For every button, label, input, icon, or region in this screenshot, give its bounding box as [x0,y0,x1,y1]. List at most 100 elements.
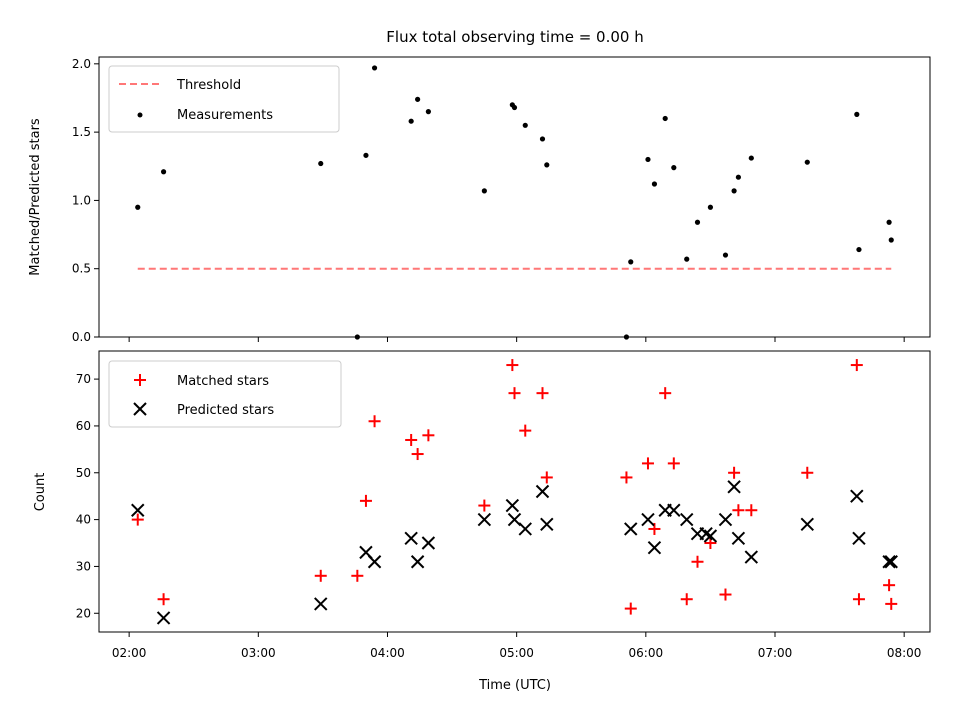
measurement-point [707,204,714,210]
matched-star-point [519,424,532,437]
measurement-point [511,104,518,111]
top-y-axis-label: Matched/Predicted stars [28,118,43,276]
matched-star-point [641,457,654,470]
predicted-star-point [800,517,814,531]
matched-star-point [719,588,732,601]
predicted-star-point [852,531,866,546]
matched-star-point [359,494,372,507]
bottom-legend: Matched stars Predicted stars [108,360,342,428]
matched-star-point [131,513,144,526]
predicted-star-point [647,540,662,555]
legend-measurements-label: Measurements [177,108,273,123]
legend-predicted-label: Predicted stars [177,403,274,418]
matched-star-point [368,415,381,428]
matched-star-point [620,471,633,484]
bottom-legend-box [108,360,342,428]
measurement-point [748,155,754,161]
predicted-star-point [540,517,554,531]
measurement-point [135,204,141,210]
x-tick-label: 02:00 [112,646,147,660]
measurement-point [408,118,414,124]
bottom-y-tick-label: 70 [76,372,91,386]
predicted-star-point [505,498,520,513]
measurement-point [645,156,651,163]
measurement-point [481,188,487,194]
predicted-star-point [367,555,382,569]
predicted-star-point [727,480,741,494]
measurement-point [731,188,737,194]
bottom-y-axis-label: Count [33,473,48,512]
matched-star-point [852,593,865,606]
matched-star-point [422,429,435,442]
x-tick-label: 04:00 [370,646,405,660]
predicted-star-point [314,597,328,611]
measurement-point [160,169,167,175]
measurement-point [888,237,894,243]
predicted-star-point [518,522,532,536]
predicted-star-point [882,555,896,569]
measurement-point [722,252,729,258]
matched-star-point [850,359,863,372]
measurement-point [694,219,701,225]
predicted-star-point [731,531,746,546]
matched-star-point [157,593,170,606]
top-y-tick-label: 0.5 [72,262,91,276]
predicted-star-point [535,484,550,499]
top-y-tick-label: 2.0 [72,57,91,71]
predicted-star-point [404,531,418,546]
matched-star-point [536,387,549,400]
measurement-point [425,109,431,115]
measurement-point [415,96,421,102]
measurement-point [886,219,892,225]
bottom-y-tick-label: 60 [76,419,91,433]
matched-star-point [883,579,896,592]
matched-star-point [885,597,898,610]
predicted-star-point [477,512,492,527]
legend-threshold-label: Threshold [176,78,241,93]
matched-star-point [728,466,741,479]
legend-measurements-swatch [137,112,143,118]
predicted-star-point [850,489,864,503]
predicted-star-point [680,512,694,527]
measurement-point [539,136,546,142]
top-y-tick-label: 1.5 [72,125,91,139]
matched-star-point [506,359,519,372]
measurement-point [856,246,862,253]
predicted-star-point [421,536,436,550]
matched-star-point [659,387,672,400]
chart-title: Flux total observing time = 0.00 h [386,28,643,46]
measurement-point [371,65,378,71]
bottom-y-tick-label: 20 [76,606,91,620]
legend-matched-swatch [134,374,146,386]
measurement-point [544,162,550,168]
bottom-y-tick-label: 40 [76,513,91,527]
measurement-point [628,259,634,265]
measurement-point [623,334,630,340]
x-tick-label: 03:00 [241,646,276,660]
matched-star-point [405,433,418,446]
legend-matched-label: Matched stars [177,374,269,389]
matched-star-point [691,555,704,568]
matched-star-point [508,387,521,400]
matched-star-point [478,499,491,512]
measurement-point [671,165,677,171]
measurement-point [354,334,360,340]
top-y-tick-label: 0.0 [72,330,91,344]
matched-star-point [680,593,693,606]
predicted-star-point [641,512,655,527]
bottom-y-tick-label: 50 [76,466,91,480]
matched-star-point [411,448,424,461]
measurement-point [684,256,690,262]
top-y-tick-label: 1.0 [72,193,91,207]
predicted-star-point [718,512,733,527]
predicted-star-point [156,611,171,625]
predicted-star-point [884,555,898,569]
predicted-star-point [624,522,638,536]
matched-star-point [314,569,327,582]
bottom-y-tick-label: 30 [76,559,91,573]
matched-star-point [540,471,553,484]
matched-star-point [801,466,814,479]
top-panel: 0.00.51.01.52.0 Matched/Predicted stars … [28,56,931,344]
top-legend: Threshold Measurements [108,65,340,133]
